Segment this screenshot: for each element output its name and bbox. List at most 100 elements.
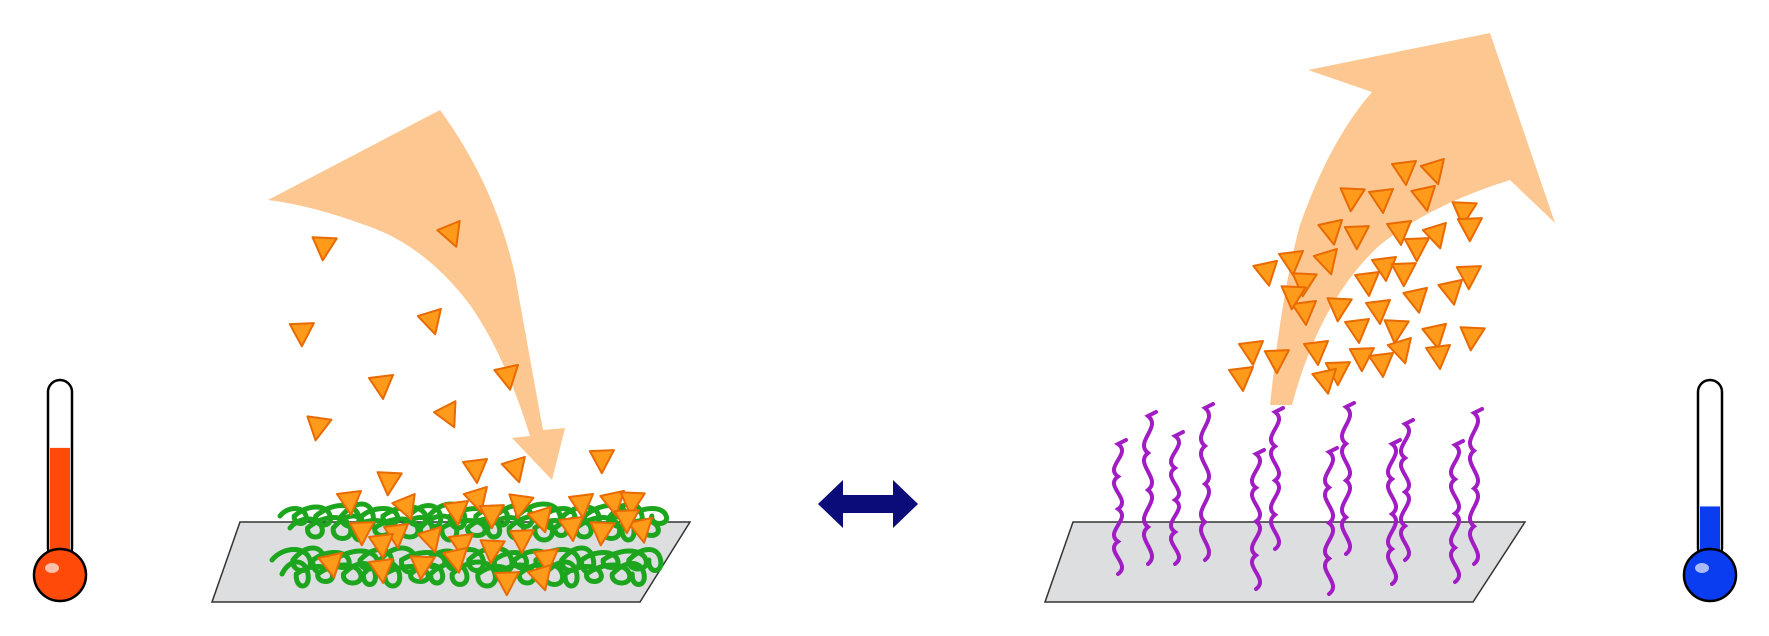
triangle-particle-icon: [1344, 318, 1370, 344]
triangle-particle-icon: [1371, 256, 1397, 282]
extended-polymer-brushes: [1112, 401, 1484, 596]
triangle-particle-icon: [1291, 300, 1317, 326]
extended-polymer-brush: [1169, 430, 1185, 566]
triangle-particle-icon: [533, 548, 559, 574]
triangle-particle-icon: [1263, 349, 1290, 375]
extended-polymer-brush: [1449, 439, 1465, 584]
triangle-particle-icon: [1386, 220, 1412, 246]
triangle-particle-icon: [1391, 160, 1417, 186]
triangle-particle-icon: [508, 529, 535, 555]
triangle-particle-icon: [1317, 218, 1343, 246]
triangle-particle-icon: [558, 516, 584, 542]
extended-polymer-brush: [1340, 401, 1356, 556]
triangle-particle-icon: [1343, 225, 1370, 251]
triangle-particle-icon: [368, 558, 394, 584]
triangle-particle-icon: [588, 449, 615, 475]
extended-polymer-brush: [1269, 406, 1285, 551]
left-panel-adsorption: [210, 110, 692, 603]
triangle-particle-icon: [1348, 347, 1375, 373]
triangle-particle-icon: [409, 555, 436, 581]
right-particles: [1228, 157, 1486, 395]
triangle-particle-icon: [1455, 265, 1482, 291]
thermometer-cold-icon: [1682, 378, 1738, 603]
triangle-particle-icon: [627, 516, 653, 544]
thermometer-hot-icon: [32, 378, 88, 603]
triangle-particle-icon: [317, 551, 343, 579]
triangle-particle-icon: [1303, 340, 1329, 366]
triangle-particle-icon: [493, 571, 520, 597]
triangle-particle-icon: [1425, 344, 1451, 370]
triangle-particle-icon: [1238, 340, 1264, 366]
triangle-particle-icon: [376, 471, 403, 497]
triangle-particle-icon: [1228, 366, 1254, 392]
triangle-particle-icon: [526, 563, 552, 592]
triangle-particle-icon: [416, 525, 442, 554]
extended-polymer-brush: [1468, 407, 1484, 566]
triangle-particle-icon: [443, 500, 469, 526]
triangle-particle-icon: [1280, 285, 1307, 311]
extended-polymer-brush: [1386, 438, 1402, 586]
triangle-particle-icon: [432, 400, 457, 429]
triangle-particle-icon: [1278, 250, 1304, 276]
reversible-switch-arrow: [818, 480, 918, 528]
triangle-particle-icon: [1339, 187, 1366, 213]
extended-polymer-brush: [1142, 410, 1158, 566]
extended-polymer-brush: [1399, 418, 1415, 562]
triangle-particle-icon: [1252, 259, 1278, 287]
right-panel-release: [1043, 33, 1555, 603]
triangle-particle-icon: [1403, 237, 1430, 263]
triangle-particle-icon: [306, 415, 333, 442]
triangle-particle-icon: [1451, 201, 1478, 227]
collapsed-polymer-chain: [279, 559, 647, 589]
release-flow-arrow: [1270, 33, 1555, 405]
triangle-particle-icon: [1383, 319, 1410, 345]
triangle-particle-icon: [1437, 278, 1463, 306]
triangle-particle-icon: [1421, 221, 1447, 250]
triangle-particle-icon: [288, 322, 315, 348]
triangle-particle-icon: [442, 546, 468, 574]
triangle-particle-icon: [508, 493, 535, 520]
triangle-particle-icon: [1368, 352, 1394, 378]
triangle-particle-icon: [479, 539, 506, 565]
triangle-particle-icon: [613, 509, 640, 535]
triangle-particle-icon: [1365, 299, 1391, 325]
triangle-particle-icon: [1459, 326, 1486, 352]
triangle-particle-icon: [1456, 217, 1483, 243]
triangle-particle-icon: [1386, 336, 1412, 365]
adsorption-flow-arrow: [268, 110, 565, 480]
triangle-particle-icon: [619, 491, 646, 517]
triangle-particle-icon: [1326, 297, 1353, 323]
extended-polymer-brush: [1112, 438, 1128, 576]
triangle-particle-icon: [589, 521, 616, 547]
extended-polymer-brush: [1199, 402, 1215, 562]
triangle-particle-icon: [493, 363, 519, 391]
triangle-particle-icon: [368, 533, 394, 559]
triangle-particle-icon: [1312, 247, 1338, 276]
triangle-particle-icon: [348, 521, 375, 547]
triangle-particle-icon: [368, 374, 394, 400]
triangle-particle-icon: [568, 493, 594, 519]
triangle-particle-icon: [391, 493, 416, 521]
triangle-particle-icon: [1410, 184, 1436, 212]
triangle-particle-icon: [416, 307, 442, 336]
triangle-particle-icon: [1390, 262, 1417, 288]
triangle-particle-icon: [436, 220, 461, 248]
triangle-particle-icon: [462, 458, 488, 484]
triangle-particle-icon: [1291, 272, 1318, 298]
triangle-particle-icon: [336, 490, 362, 516]
triangle-particle-icon: [1421, 322, 1447, 350]
triangle-particle-icon: [448, 533, 474, 559]
extended-polymer-brush: [1250, 448, 1266, 591]
triangle-particle-icon: [1368, 188, 1394, 214]
triangle-particle-icon: [500, 455, 526, 484]
extended-polymer-brush: [1323, 446, 1339, 596]
triangle-particle-icon: [1402, 286, 1428, 314]
triangle-particle-icon: [478, 504, 505, 530]
triangle-particle-icon: [599, 489, 625, 517]
triangle-particle-icon: [1311, 367, 1337, 395]
left-particles: [288, 220, 653, 597]
triangle-particle-icon: [1419, 157, 1445, 186]
triangle-particle-icon: [311, 236, 338, 262]
triangle-particle-icon: [526, 505, 552, 534]
